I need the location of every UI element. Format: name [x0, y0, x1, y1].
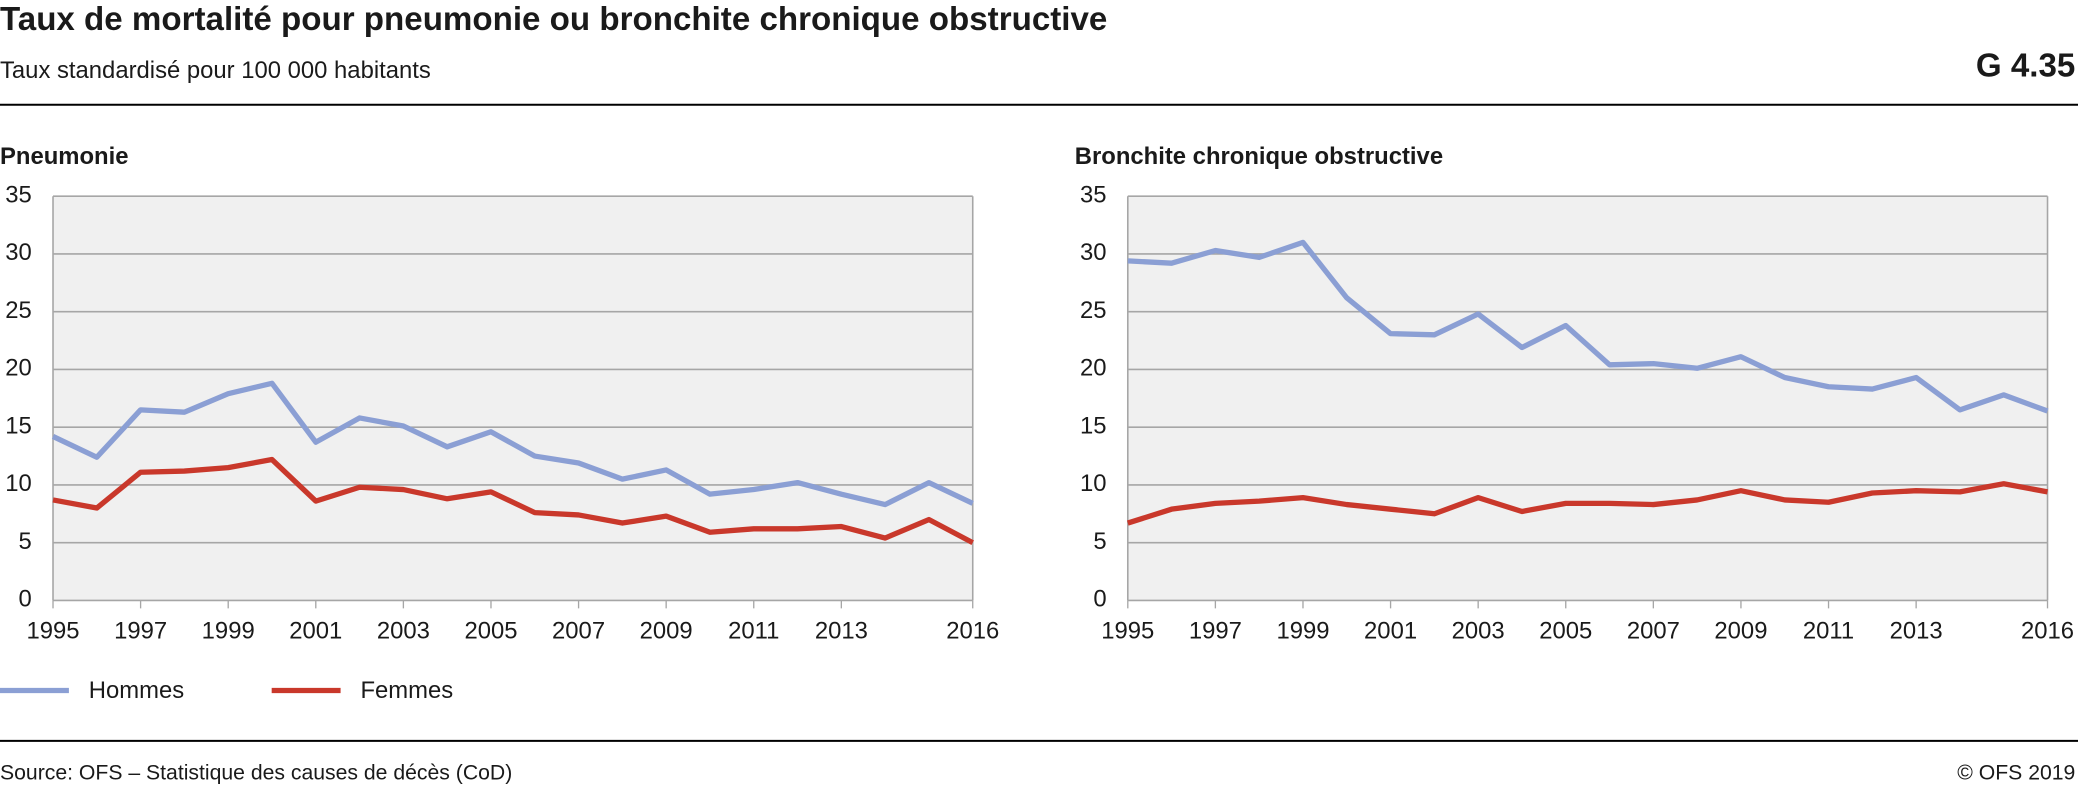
x-tick-label: 1995: [1101, 618, 1154, 645]
y-tick-label: 30: [1080, 239, 1107, 266]
y-tick-label: 5: [19, 528, 32, 555]
x-tick-label: 2016: [2021, 618, 2074, 645]
data-line: [1126, 481, 2049, 526]
data-line: [1127, 239, 2049, 414]
y-tick-label: 0: [1093, 586, 1106, 613]
x-tick-label: 2007: [552, 618, 605, 645]
title: Taux de mortalité pour pneumonie ou bron…: [0, 1, 1107, 38]
x-tick-label: 2011: [728, 618, 779, 645]
plot-area: [53, 196, 973, 601]
panel-title: Bronchite chronique obstructive: [1075, 143, 1443, 170]
y-tick-label: 10: [5, 470, 32, 497]
subtitle: Taux standardisé pour 100 000 habitants: [0, 57, 431, 84]
legend-label: Femmes: [360, 677, 453, 704]
x-tick-label: 1999: [1276, 618, 1329, 645]
x-tick-label: 2003: [1452, 618, 1505, 645]
y-tick-label: 5: [1093, 528, 1106, 555]
x-tick-label: 1999: [202, 618, 255, 645]
x-tick-label: 2013: [1890, 618, 1943, 645]
x-tick-label: 2007: [1627, 618, 1680, 645]
y-tick-label: 20: [1080, 355, 1107, 382]
x-tick-label: 2016: [946, 618, 999, 645]
plot-area: [1127, 196, 2048, 601]
data-line: [52, 456, 974, 546]
x-tick-label: 2001: [289, 618, 342, 645]
x-tick-label: 2011: [1803, 618, 1854, 645]
y-tick-label: 30: [5, 239, 32, 266]
data-line: [51, 380, 974, 508]
x-tick-label: 2005: [1539, 618, 1592, 645]
y-tick-label: 35: [1080, 182, 1107, 209]
y-tick-label: 35: [5, 182, 32, 209]
panel-title: Pneumonie: [0, 143, 129, 170]
y-tick-label: 15: [5, 412, 32, 439]
x-tick-label: 2009: [640, 618, 693, 645]
x-tick-label: 2005: [464, 618, 517, 645]
figure-code: G 4.35: [1976, 47, 2075, 84]
y-tick-label: 0: [19, 586, 32, 613]
x-tick-label: 1995: [26, 618, 79, 645]
y-tick-label: 10: [1080, 470, 1107, 497]
x-tick-label: 1997: [114, 618, 167, 645]
y-tick-label: 20: [5, 355, 32, 382]
x-tick-label: 2001: [1364, 618, 1417, 645]
x-tick-label: 2003: [377, 618, 430, 645]
y-tick-label: 25: [5, 297, 32, 324]
y-tick-label: 15: [1080, 412, 1107, 439]
x-tick-label: 2013: [815, 618, 868, 645]
y-tick-label: 25: [1080, 297, 1107, 324]
copyright: © OFS 2019: [1957, 762, 2075, 785]
x-tick-label: 2009: [1714, 618, 1767, 645]
legend-label: Hommes: [89, 677, 184, 704]
source: Source: OFS – Statistique des causes de …: [0, 762, 512, 785]
x-tick-label: 1997: [1189, 618, 1242, 645]
